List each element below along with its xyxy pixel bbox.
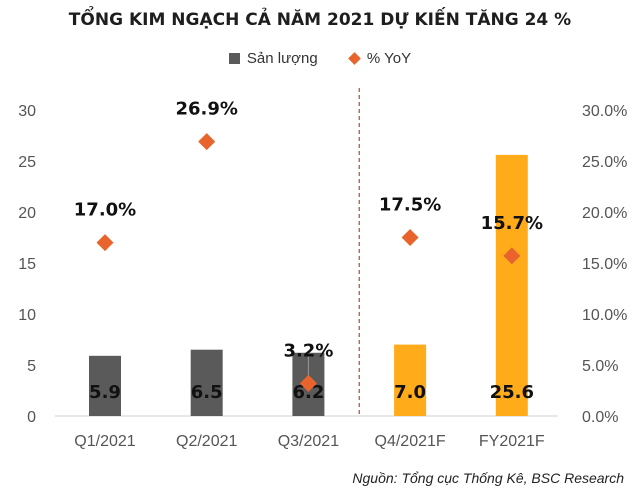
y-left-tick-label: 20 — [18, 205, 36, 222]
y-right-tick-label: 25.0% — [582, 154, 627, 171]
bar — [89, 355, 121, 416]
bar — [495, 154, 528, 416]
legend-label-yoy: % YoY — [366, 49, 412, 67]
y-left-tick-label: 15 — [18, 256, 36, 273]
source-note: Nguồn: Tổng cục Thống Kê, BSC Research — [352, 470, 624, 486]
y-left-tick-label: 30 — [18, 103, 36, 120]
bar-data-label: 7.0 — [394, 382, 426, 403]
yoy-marker — [198, 133, 216, 151]
x-tick-label: Q2/2021 — [176, 433, 237, 450]
legend-bar-swatch — [228, 53, 240, 65]
y-left-tick-label: 25 — [18, 154, 36, 171]
y-right-tick-label: 10.0% — [582, 307, 627, 324]
yoy-data-label: 17.0% — [74, 200, 136, 221]
legend-item-volume: Sản lượng — [228, 49, 318, 67]
legend: Sản lượng % YoY — [0, 49, 640, 67]
yoy-data-label: 3.2% — [283, 340, 333, 361]
x-tick-label: FY2021F — [479, 433, 545, 450]
y-right-tick-label: 20.0% — [582, 205, 627, 222]
legend-item-yoy: % YoY — [347, 49, 412, 67]
bar-data-label: 5.9 — [89, 382, 121, 403]
x-tick-label: Q3/2021 — [278, 433, 339, 450]
legend-label-volume: Sản lượng — [246, 49, 318, 67]
y-right-tick-label: 0.0% — [582, 409, 618, 426]
y-left-tick-label: 0 — [27, 409, 36, 426]
y-right-tick-label: 5.0% — [582, 358, 618, 375]
y-left-tick-label: 10 — [18, 307, 36, 324]
yoy-marker — [299, 374, 317, 392]
yoy-data-label: 15.7% — [481, 213, 543, 234]
bar — [190, 349, 223, 416]
yoy-data-label: 17.5% — [379, 195, 441, 216]
x-tick-label: Q1/2021 — [74, 433, 135, 450]
yoy-marker — [401, 229, 419, 246]
y-right-tick-label: 30.0% — [582, 103, 627, 120]
y-left-tick-label: 5 — [27, 358, 36, 375]
yoy-marker — [96, 234, 114, 252]
yoy-data-label: 26.9% — [175, 99, 237, 120]
bar — [394, 344, 427, 416]
yoy-marker — [503, 247, 521, 265]
bar-data-label: 6.5 — [191, 382, 223, 403]
bar-data-label: 25.6 — [490, 382, 534, 403]
x-tick-label: Q4/2021F — [375, 433, 446, 450]
bar-data-label: 6.2 — [292, 382, 324, 403]
chart-title: TỔNG KIM NGẠCH CẢ NĂM 2021 DỰ KIẾN TĂNG … — [68, 10, 572, 30]
y-right-tick-label: 15.0% — [582, 256, 627, 273]
